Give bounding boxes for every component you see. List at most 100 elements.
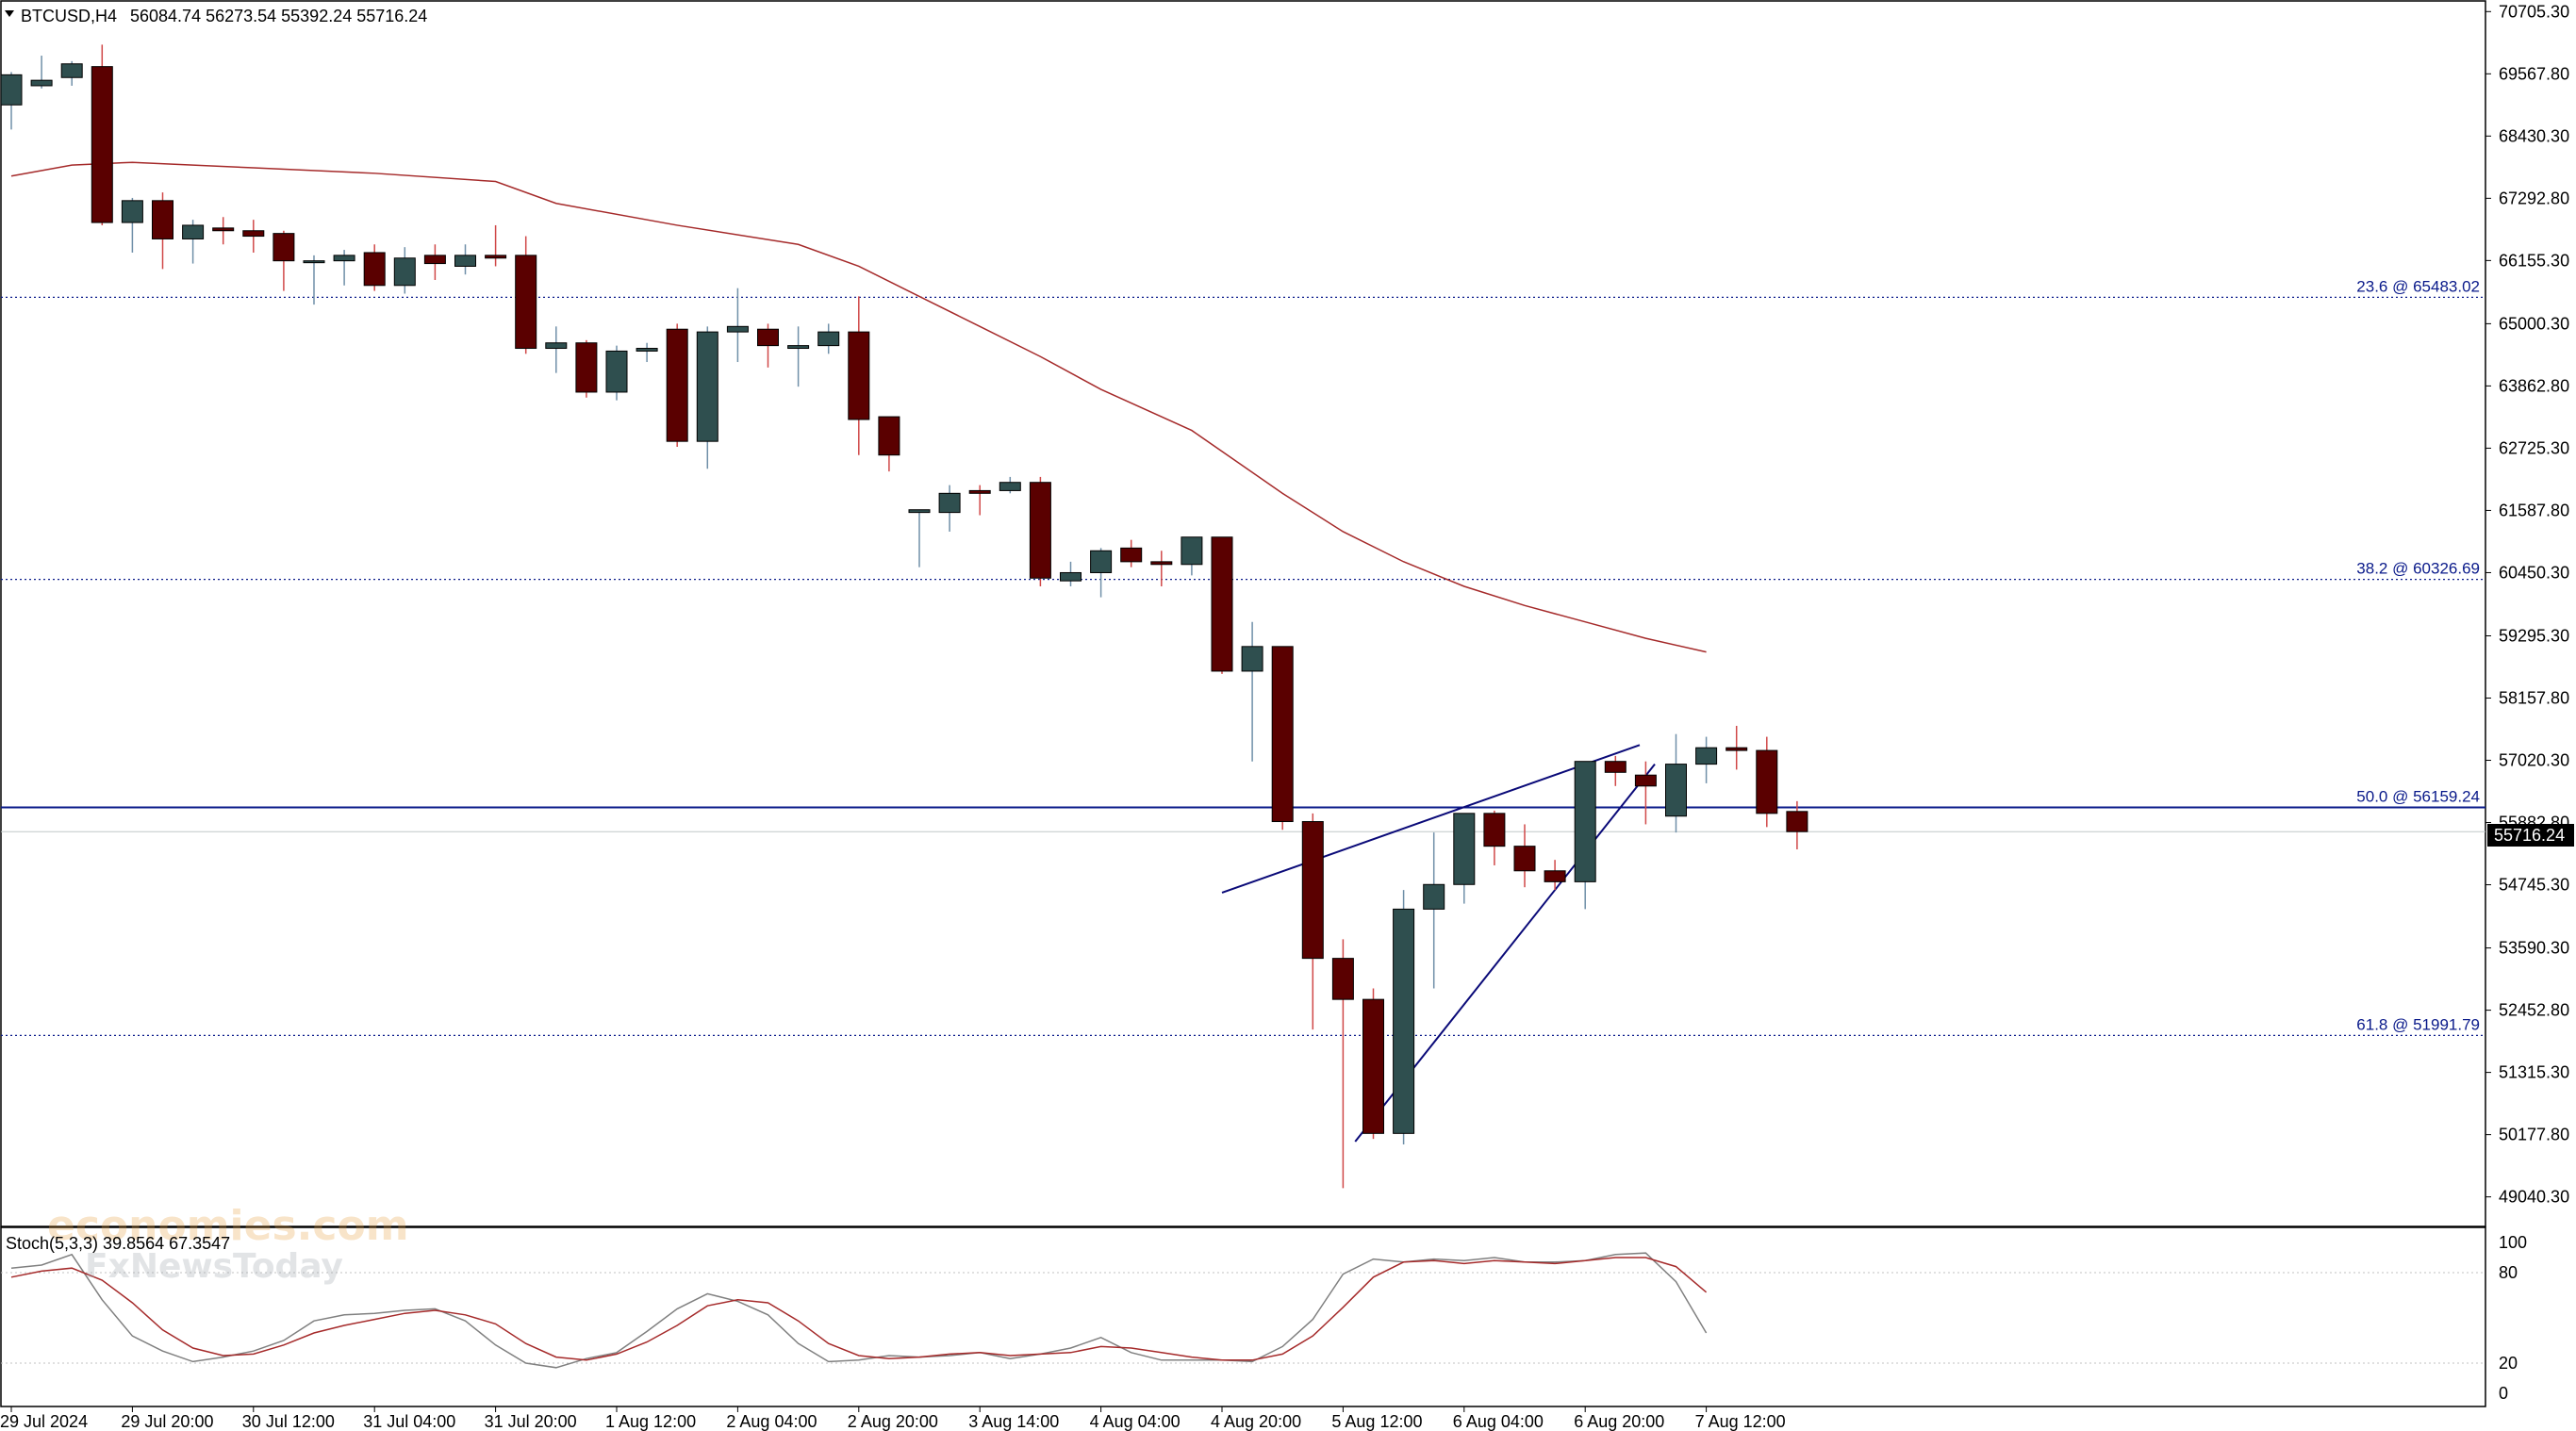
candle-bearish [1271,646,1294,831]
candle-body [1271,646,1294,823]
candle-bearish [1301,813,1324,1030]
candle-body [817,331,840,347]
stoch-level-label: 100 [2499,1233,2527,1252]
time-tick-label: 1 Aug 12:00 [605,1412,696,1431]
candle-body [878,416,900,456]
moving-average-layer [10,161,1707,653]
candle-bearish [666,323,688,447]
time-tick-label: 2 Aug 04:00 [726,1412,817,1431]
candle-bearish [485,224,507,267]
fib-level-label: 38.2 @ 60326.69 [2356,560,2480,578]
candle-bullish [787,326,810,387]
candle-bearish [1756,736,1778,828]
price-axis: 70705.30 69567.80 68430.30 67292.80 66155.30… [2485,2,2569,1403]
candle-body [757,328,779,347]
symbol-label: BTCUSD,H4 [21,7,117,25]
candle-body [454,255,476,267]
candle-bullish [938,485,961,532]
candle-bullish [1574,761,1596,910]
candle-body [787,345,810,350]
candle-body [1726,747,1748,751]
candle-body [60,63,83,78]
candle-bullish [908,509,931,567]
candle-bearish [757,323,779,368]
stoch-plot-frame [0,1226,2486,1407]
candle-bearish [1604,755,1627,786]
current-price-box [2487,824,2574,847]
candle-bearish [152,192,173,270]
candle-bullish [999,476,1021,494]
candle-bullish [545,326,568,373]
candle-bearish [1483,810,1506,865]
candle-body [0,74,23,106]
main-plot-frame [0,0,2486,1227]
candle-bullish [1241,621,1263,762]
stoch-main-line [10,1252,1708,1369]
candle-bearish [1786,800,1808,850]
candle-bullish [817,323,840,354]
price-tick-label: 70705.30 [2499,2,2569,21]
candle-bearish [1726,725,1748,770]
candle-bullish [60,60,83,86]
stoch-level-label: 80 [2499,1263,2518,1282]
candle-body [393,257,416,287]
time-tick-label: 29 Jul 20:00 [121,1412,213,1431]
stoch-signal-line [10,1257,1708,1361]
candle-body [545,342,568,350]
price-tick-label: 57020.30 [2499,751,2569,770]
candle-body [212,227,235,232]
candle-bullish [696,326,718,469]
stoch-level-label: 20 [2499,1354,2518,1373]
candle-bullish [1453,813,1476,904]
candle-body [1211,536,1233,672]
candle-body [91,66,113,223]
candle-bearish [272,230,295,291]
chevron-down-icon[interactable] [5,10,14,17]
candle-body [605,350,628,393]
candle-bullish [1423,832,1445,989]
price-tick-label: 67292.80 [2499,189,2569,207]
price-tick-label: 60450.30 [2499,563,2569,582]
candles-layer [0,44,1808,1189]
time-tick-label: 2 Aug 20:00 [848,1412,938,1431]
price-tick-label: 49040.30 [2499,1188,2569,1207]
candle-bearish [878,416,900,472]
time-tick-label: 5 Aug 12:00 [1331,1412,1422,1431]
candle-body [1665,764,1687,817]
candle-body [1393,908,1415,1134]
candle-body [485,255,507,259]
candle-bullish [0,72,23,130]
candle-body [1301,821,1324,960]
candle-body [1695,747,1718,765]
candle-body [1786,811,1808,832]
candle-body [1634,774,1657,787]
candle-body [666,328,688,442]
candle-body [423,255,446,265]
candle-body [636,348,658,352]
candle-bullish [454,244,476,275]
moving-average-line [10,161,1707,653]
candle-body [1181,536,1203,566]
price-tick-label: 66155.30 [2499,251,2569,270]
candle-body [1756,749,1778,814]
time-tick-label: 4 Aug 20:00 [1211,1412,1301,1431]
candle-bullish [605,345,628,401]
candle-bullish [333,250,355,286]
candle-body [242,230,265,238]
time-tick-label: 31 Jul 20:00 [485,1412,577,1431]
candle-bullish [121,197,143,253]
candle-bearish [1331,939,1354,1189]
candle-body [848,331,870,420]
stochastic-layer [1,1252,2485,1369]
current-price-value: 55716.24 [2494,826,2565,845]
candle-bearish [848,296,870,455]
fib-level-label: 50.0 @ 56159.24 [2356,787,2480,805]
candle-body [1423,883,1445,910]
candle-bullish [1695,736,1718,783]
candle-body [30,79,53,87]
price-tick-label: 58157.80 [2499,689,2569,708]
watermark: economies.com FxNewsToday [47,1202,409,1286]
candle-bearish [242,220,265,253]
candle-bearish [1362,988,1384,1140]
